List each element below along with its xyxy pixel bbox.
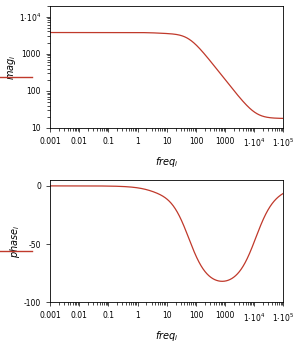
- X-axis label: $freq_i$: $freq_i$: [155, 155, 178, 169]
- Y-axis label: $mag_i$: $mag_i$: [6, 54, 18, 80]
- X-axis label: $freq_i$: $freq_i$: [155, 329, 178, 343]
- Y-axis label: $phase_i$: $phase_i$: [8, 225, 22, 258]
